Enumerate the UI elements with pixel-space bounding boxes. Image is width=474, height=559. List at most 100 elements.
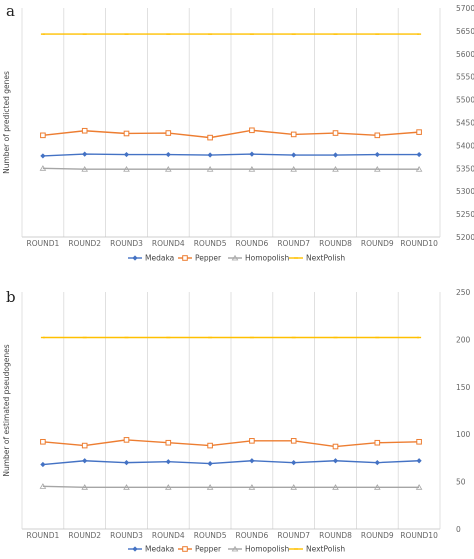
data-point	[249, 151, 255, 157]
data-point	[81, 442, 88, 449]
legend-item: Homopolish	[228, 254, 290, 263]
data-point	[416, 151, 422, 158]
data-point	[373, 166, 381, 172]
series-homopolish	[39, 165, 423, 172]
data-point	[415, 166, 423, 172]
y-tick-label: 150	[456, 383, 471, 392]
legend-label: Medaka	[145, 545, 174, 554]
x-tick-label: ROUND4	[152, 531, 185, 540]
y-tick-label: 530000	[456, 187, 474, 196]
data-point	[249, 458, 255, 464]
data-point	[81, 166, 89, 172]
data-point	[123, 437, 130, 443]
series-line	[42, 439, 420, 448]
legend-label: NextPolish	[306, 545, 345, 554]
series-line	[42, 129, 420, 139]
data-point	[332, 484, 339, 490]
y-tick-label: 555000	[456, 73, 474, 82]
x-tick-label: ROUND3	[110, 239, 143, 248]
legend-marker	[132, 255, 138, 261]
data-point	[207, 134, 213, 141]
x-tick-label: ROUND2	[68, 531, 101, 540]
data-point	[123, 460, 130, 466]
series-medaka	[40, 151, 422, 159]
data-point	[290, 438, 297, 444]
legend-marker	[231, 254, 239, 261]
y-tick-label: 565000	[456, 27, 474, 36]
y-tick-label: 550000	[456, 96, 474, 105]
x-tick-label: ROUND7	[277, 531, 310, 540]
legend-item: Medaka	[128, 545, 174, 554]
y-tick-label: 525000	[456, 210, 474, 219]
data-point	[165, 439, 172, 446]
x-tick-label: ROUND5	[194, 239, 227, 248]
data-point	[164, 484, 172, 490]
series-pepper	[40, 437, 422, 450]
legend-label: Medaka	[145, 254, 174, 263]
y-tick-label: 0	[456, 525, 461, 534]
legend-item: Homopolish	[228, 545, 290, 554]
legend-label: NextPolish	[306, 254, 345, 263]
legend-label: Homopolish	[245, 254, 290, 263]
data-point	[40, 132, 46, 139]
chart-panel-a: a 520000 525000 530000 535000 540000 545000 550…	[2, 2, 474, 263]
x-tick-label: ROUND2	[68, 239, 101, 248]
data-point	[290, 484, 298, 490]
x-tick-label: ROUND4	[152, 239, 185, 248]
x-tick-label: ROUND10	[400, 531, 438, 540]
legend-marker	[182, 546, 188, 552]
x-tick-label: ROUND10	[400, 239, 438, 248]
data-point	[82, 458, 88, 464]
series-line	[42, 167, 420, 170]
data-point	[416, 438, 422, 445]
data-point	[206, 484, 214, 490]
data-point	[332, 443, 339, 450]
x-tick-label: ROUND9	[361, 531, 394, 540]
series-medaka	[40, 458, 422, 468]
panel-label: a	[6, 2, 15, 20]
legend: Medaka Pepper Homopolish NextPolish	[128, 545, 345, 554]
data-point	[332, 458, 339, 464]
data-point	[40, 438, 46, 445]
x-tick-label: ROUND5	[194, 531, 227, 540]
data-point	[207, 442, 213, 449]
legend-item: NextPolish	[289, 545, 345, 554]
data-point	[207, 152, 213, 158]
data-point	[290, 131, 297, 138]
data-point	[81, 127, 88, 134]
data-point	[164, 166, 172, 172]
x-tick-label: ROUND1	[27, 531, 60, 540]
y-axis-title: Number of estimated pseudogenes	[2, 344, 11, 476]
y-tick-label: 570000	[456, 4, 474, 13]
data-point	[332, 130, 339, 136]
chart-panel-b: b 0 50 100 150 200 250 ROUND1 ROUND2 ROUND3 ROUND4…	[2, 288, 471, 554]
data-point	[165, 151, 171, 158]
x-tick-label: ROUND1	[27, 239, 60, 248]
data-point	[81, 484, 89, 490]
data-point	[374, 460, 380, 466]
y-tick-label: 250	[456, 288, 471, 297]
series-line	[42, 153, 420, 157]
data-point	[123, 151, 130, 158]
legend-item: Medaka	[128, 254, 174, 263]
y-tick-label: 545000	[456, 119, 474, 128]
data-point	[123, 166, 130, 172]
y-tick-label: 200	[456, 335, 471, 344]
data-point	[332, 152, 339, 158]
y-tick-label: 540000	[456, 141, 474, 150]
data-point	[332, 166, 339, 172]
data-point	[82, 151, 88, 157]
data-point	[39, 165, 47, 171]
series-line	[42, 485, 420, 488]
x-tick-label: ROUND8	[319, 239, 352, 248]
data-point	[416, 458, 422, 464]
data-point	[249, 127, 255, 134]
data-point	[416, 129, 422, 135]
data-point	[39, 483, 47, 489]
data-point	[207, 460, 213, 467]
data-point	[374, 439, 381, 446]
series-pepper	[40, 127, 422, 141]
legend-label: Pepper	[195, 545, 222, 554]
data-point	[249, 438, 255, 444]
